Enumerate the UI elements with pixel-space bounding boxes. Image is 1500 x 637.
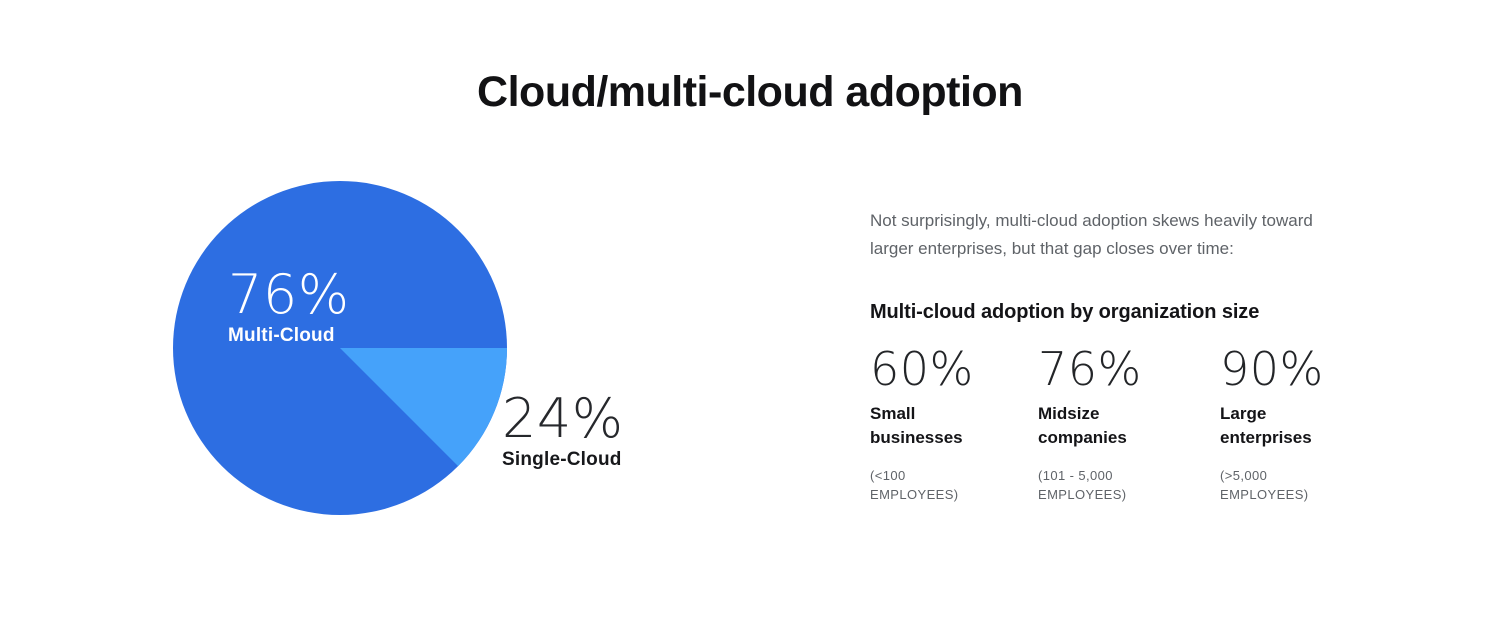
page-title: Cloud/multi-cloud adoption — [477, 68, 1023, 116]
stat-caption-line: (101 - 5,000 — [1038, 468, 1113, 483]
stat-card-large-enterprises: 90% Large enterprises (>5,000 EMPLOYEES) — [1220, 346, 1385, 504]
stat-label: Midsize companies — [1038, 402, 1203, 450]
stat-value: 60% — [870, 342, 974, 396]
right-column: Not surprisingly, multi-cloud adoption s… — [870, 207, 1340, 506]
single-cloud-label-group: 24% Single-Cloud — [502, 392, 624, 471]
multi-cloud-value: 76% — [228, 263, 350, 326]
stat-label: Large enterprises — [1220, 402, 1385, 450]
stat-label-line: enterprises — [1220, 428, 1312, 447]
intro-paragraph: Not surprisingly, multi-cloud adoption s… — [870, 207, 1340, 263]
single-cloud-value: 24% — [502, 387, 624, 450]
pie-slice-single-cloud — [340, 348, 507, 467]
intro-line-1: Not surprisingly, multi-cloud adoption s… — [870, 211, 1313, 230]
stat-caption-line: EMPLOYEES) — [870, 487, 959, 502]
stat-label-line: businesses — [870, 428, 963, 447]
stat-label-line: companies — [1038, 428, 1127, 447]
stat-caption-line: EMPLOYEES) — [1038, 487, 1127, 502]
stat-caption: (>5,000 EMPLOYEES) — [1220, 466, 1385, 504]
stat-value: 90% — [1220, 342, 1324, 396]
stat-label-line: Large — [1220, 404, 1267, 423]
stat-card-small-businesses: 60% Small businesses (<100 EMPLOYEES) — [870, 346, 1035, 504]
stat-card-midsize-companies: 76% Midsize companies (101 - 5,000 EMPLO… — [1038, 346, 1203, 504]
stat-caption-line: EMPLOYEES) — [1220, 487, 1309, 502]
stat-label-line: Small — [870, 404, 916, 423]
stat-caption: (101 - 5,000 EMPLOYEES) — [1038, 466, 1203, 504]
stat-caption-line: (>5,000 — [1220, 468, 1268, 483]
multi-cloud-label-group: 76% Multi-Cloud — [228, 268, 350, 347]
intro-line-2: larger enterprises, but that gap closes … — [870, 239, 1234, 258]
stat-value: 76% — [1038, 342, 1142, 396]
pie-svg — [173, 181, 507, 515]
stat-caption: (<100 EMPLOYEES) — [870, 466, 1035, 504]
stat-label: Small businesses — [870, 402, 1035, 450]
pie-chart — [173, 181, 507, 515]
stat-caption-line: (<100 — [870, 468, 906, 483]
single-cloud-name: Single-Cloud — [502, 449, 622, 470]
stats-heading: Multi-cloud adoption by organization siz… — [870, 301, 1260, 323]
stat-label-line: Midsize — [1038, 404, 1100, 423]
multi-cloud-name: Multi-Cloud — [228, 325, 335, 346]
stats-row: 60% Small businesses (<100 EMPLOYEES) 76… — [870, 346, 1340, 506]
